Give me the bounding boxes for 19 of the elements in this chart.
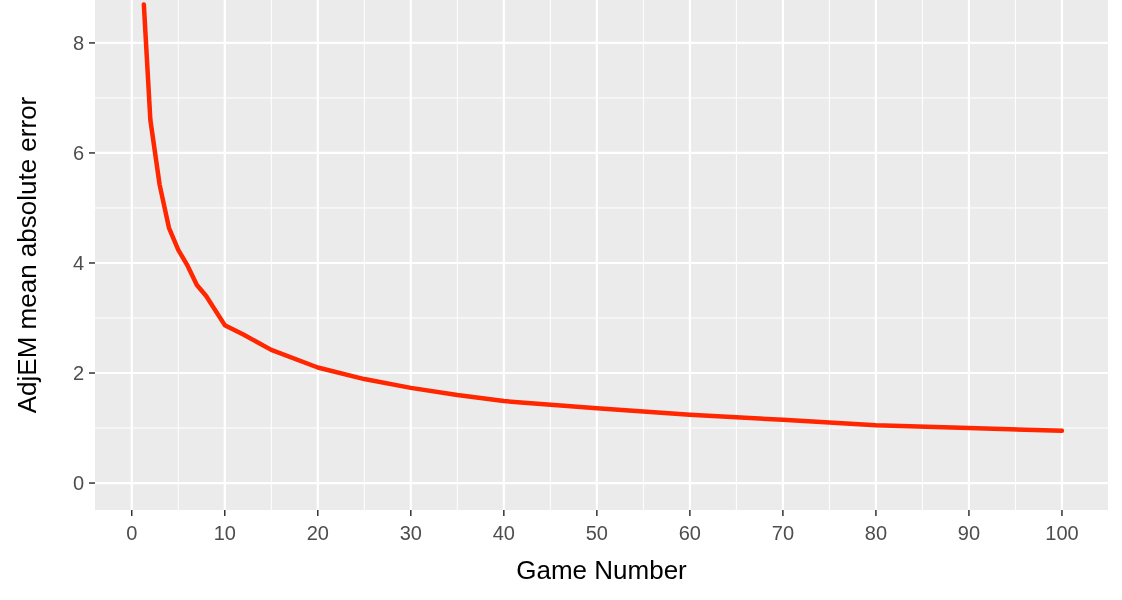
x-tick-label: 80 xyxy=(864,522,888,544)
y-tick-label: 0 xyxy=(72,472,84,495)
y-tick-label: 4 xyxy=(72,251,84,274)
x-tick-label: 100 xyxy=(1045,522,1079,544)
x-tick-label: 60 xyxy=(678,522,701,544)
x-axis-title: Game Number xyxy=(516,555,688,585)
y-tick-label: 2 xyxy=(72,362,84,385)
x-tick-label: 50 xyxy=(585,522,608,544)
y-tick-label: 8 xyxy=(72,31,84,54)
x-tick-label: 20 xyxy=(306,522,329,544)
x-tick-label: 70 xyxy=(771,522,795,544)
x-tick-label: 90 xyxy=(957,522,981,544)
y-tick-label: 6 xyxy=(72,141,84,164)
x-tick-label: 0 xyxy=(126,522,138,544)
line-series xyxy=(141,2,1065,434)
x-tick-label: 40 xyxy=(492,522,515,544)
x-tick-label: 10 xyxy=(213,522,236,544)
x-tick-label: 30 xyxy=(399,522,422,544)
y-axis-title: AdjEM mean absolute error xyxy=(12,96,42,414)
